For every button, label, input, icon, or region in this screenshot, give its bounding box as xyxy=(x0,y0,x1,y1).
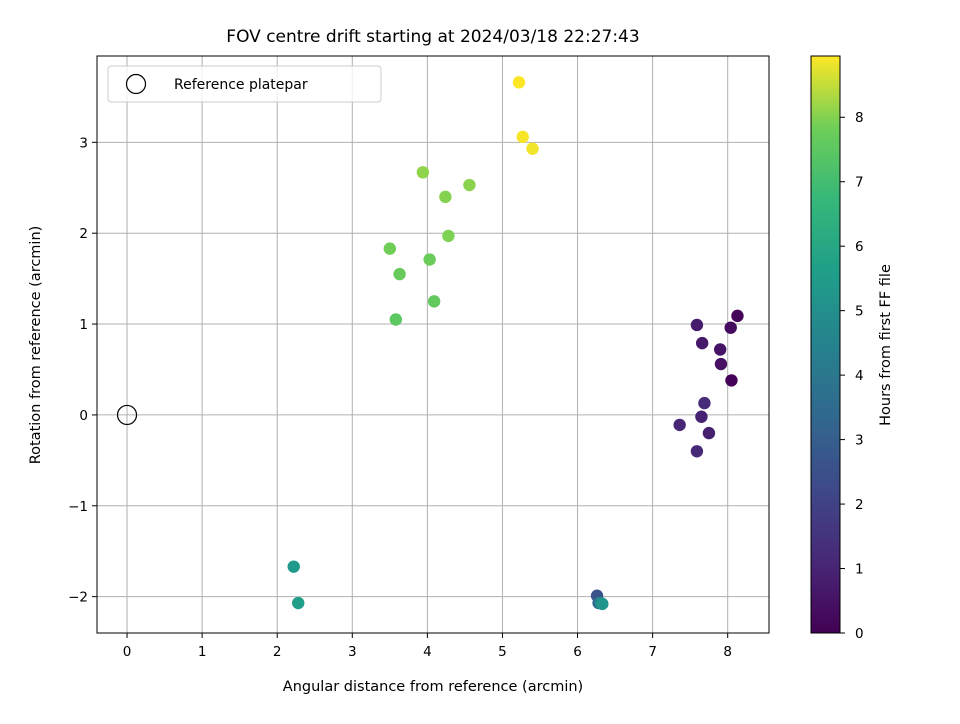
data-point xyxy=(714,357,728,371)
colorbar-tick-label: 5 xyxy=(855,304,864,320)
x-axis-label: Angular distance from reference (arcmin) xyxy=(283,679,583,695)
data-point xyxy=(383,242,397,255)
data-point xyxy=(596,597,609,611)
data-point xyxy=(690,318,704,332)
data-point xyxy=(512,76,526,89)
colorbar-tick-label: 4 xyxy=(855,368,864,384)
data-points xyxy=(116,76,744,611)
data-point xyxy=(673,418,686,432)
data-point xyxy=(702,426,716,440)
colorbar-tick-label: 7 xyxy=(855,175,864,191)
x-tick-label: 1 xyxy=(198,644,207,660)
data-point xyxy=(725,374,738,387)
colorbar-gradient xyxy=(810,55,841,634)
data-point xyxy=(526,142,539,155)
colorbar-tick-label: 0 xyxy=(855,626,864,642)
x-tick-label: 4 xyxy=(423,644,432,660)
data-point xyxy=(442,229,455,243)
colorbar: 0 1 2 3 4 5 6 7 8 Hours from first FF file xyxy=(810,55,894,642)
data-point xyxy=(292,596,305,610)
data-point xyxy=(393,267,406,281)
data-point xyxy=(439,190,452,204)
data-point xyxy=(731,309,744,323)
data-point xyxy=(427,295,441,308)
colorbar-tick-label: 8 xyxy=(855,110,864,126)
y-tick-label: −2 xyxy=(68,590,88,606)
grid-lines xyxy=(97,56,769,633)
data-point xyxy=(695,410,708,423)
colorbar-tick-label: 3 xyxy=(855,433,864,449)
data-point xyxy=(724,321,737,334)
y-tick-label: −1 xyxy=(68,499,88,515)
data-point xyxy=(416,166,430,179)
legend-box xyxy=(107,65,382,103)
colorbar-tick-label: 6 xyxy=(855,239,864,255)
colorbar-tick-label: 1 xyxy=(855,562,864,578)
x-tick-label: 5 xyxy=(498,644,507,660)
plot-frame xyxy=(96,55,770,634)
x-tick-label: 2 xyxy=(273,644,282,660)
data-point xyxy=(695,336,709,350)
data-point xyxy=(423,253,436,266)
legend: Reference platepar xyxy=(107,65,382,103)
data-point xyxy=(698,396,711,410)
y-tick-label: 3 xyxy=(79,135,88,151)
data-point xyxy=(713,343,727,356)
x-tick-label: 6 xyxy=(573,644,582,660)
y-axis-ticks: −2 −1 0 1 2 3 xyxy=(68,135,97,606)
x-tick-label: 7 xyxy=(648,644,657,660)
y-tick-label: 2 xyxy=(79,226,88,242)
y-axis-label: Rotation from reference (arcmin) xyxy=(28,226,44,465)
data-point xyxy=(463,178,476,192)
legend-marker-circle-icon xyxy=(125,73,147,95)
chart-title: FOV centre drift starting at 2024/03/18 … xyxy=(226,27,639,47)
y-tick-label: 0 xyxy=(79,408,88,424)
x-axis-ticks: 0 1 2 3 4 5 6 7 8 xyxy=(123,633,732,660)
legend-entry-label: Reference platepar xyxy=(174,77,308,93)
x-tick-label: 8 xyxy=(723,644,732,660)
data-point xyxy=(287,560,300,573)
data-point xyxy=(690,445,704,458)
colorbar-ticks: 0 1 2 3 4 5 6 7 8 xyxy=(840,110,864,642)
y-tick-label: 1 xyxy=(79,317,88,333)
colorbar-tick-label: 2 xyxy=(855,497,864,513)
x-tick-label: 3 xyxy=(348,644,357,660)
data-point xyxy=(516,130,529,144)
colorbar-label: Hours from first FF file xyxy=(878,264,894,426)
data-point xyxy=(389,313,403,326)
x-tick-label: 0 xyxy=(123,644,132,660)
reference-platepar-marker xyxy=(116,404,138,426)
